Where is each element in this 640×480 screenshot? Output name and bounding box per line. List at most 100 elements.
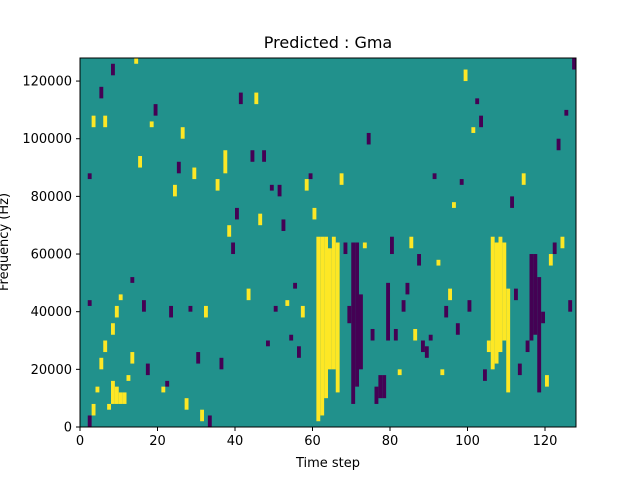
heatmap-cell-46 <box>235 207 239 220</box>
heatmap-cell-70 <box>331 236 336 370</box>
heatmap-cell-27 <box>153 104 158 116</box>
heatmap-cell-80 <box>370 328 375 341</box>
heatmap-cell-79 <box>366 132 371 145</box>
heatmap-cell-18 <box>99 86 104 99</box>
heatmap-cell-81 <box>374 386 379 404</box>
heatmap-cell-61 <box>297 346 301 358</box>
heatmap-cell-132 <box>572 58 577 70</box>
heatmap-cell-13 <box>114 305 119 318</box>
heatmap-cell-126 <box>548 254 553 266</box>
heatmap-cell-94 <box>424 346 429 358</box>
heatmap-cell-93 <box>421 340 425 353</box>
heatmap-cell-130 <box>564 109 569 116</box>
heatmap-cell-23 <box>138 156 143 168</box>
heatmap-cell-115 <box>506 288 511 393</box>
heatmap-cell-117 <box>514 288 518 301</box>
x-axis: 0 20 40 60 80 100 120 <box>76 427 558 449</box>
heatmap-cell-64 <box>308 173 313 180</box>
heatmap-cell-87 <box>397 369 402 376</box>
heatmap-cell-90 <box>409 236 414 249</box>
heatmap-cell-72 <box>339 173 344 185</box>
heatmap-cell-83 <box>382 375 387 399</box>
heatmap-cell-29 <box>165 380 170 387</box>
heatmap-cell-131 <box>568 300 573 312</box>
heatmap-cell-9 <box>122 392 127 404</box>
heatmap-cell-107 <box>475 98 480 105</box>
heatmap-cell-111 <box>490 236 495 370</box>
heatmap-cell-50 <box>254 92 259 105</box>
y-tick-label-0: 0 <box>64 421 72 436</box>
x-tick-label-120: 120 <box>533 434 558 449</box>
heatmap-cell-118 <box>517 363 522 376</box>
heatmap-cell-51 <box>258 213 263 226</box>
heatmap-cell-112 <box>494 242 499 364</box>
heatmap-cell-104 <box>463 69 468 82</box>
heatmap-cell-110 <box>486 340 491 353</box>
heatmap-cell-124 <box>541 311 546 324</box>
heatmap-cell-71 <box>335 242 340 393</box>
x-tick-label-60: 60 <box>304 434 321 449</box>
heatmap-cell-66 <box>316 236 321 422</box>
heatmap-cell-129 <box>560 236 565 249</box>
heatmap-cell-54 <box>269 184 274 191</box>
heatmap-cell-103 <box>459 179 464 185</box>
heatmap-cell-101 <box>452 202 456 208</box>
heatmap-cell-89 <box>405 282 410 295</box>
heatmap-cell-15 <box>87 300 92 306</box>
heatmap-cell-34 <box>184 398 189 410</box>
heatmap-cell-86 <box>393 328 398 341</box>
heatmap-cell-8 <box>118 392 123 404</box>
heatmap-cell-57 <box>281 219 286 231</box>
heatmap-cell-98 <box>440 369 445 376</box>
heatmap-cell-44 <box>227 225 232 237</box>
heatmap-cell-120 <box>525 340 530 353</box>
heatmap-cells <box>87 58 577 427</box>
heatmap-cell-2 <box>95 386 100 393</box>
heatmap-cell-14 <box>118 294 123 301</box>
heatmap-cell-35 <box>188 305 193 312</box>
heatmap-cell-97 <box>436 259 441 266</box>
heatmap-cell-33 <box>180 127 185 139</box>
heatmap-cell-53 <box>266 340 270 347</box>
y-tick-label-40000: 40000 <box>31 305 72 320</box>
heatmap-cell-125 <box>545 375 549 387</box>
x-axis-label: Time step <box>295 456 360 471</box>
heatmap-cell-62 <box>300 305 305 318</box>
x-tick-label-0: 0 <box>76 434 84 449</box>
heatmap-cell-122 <box>533 254 538 335</box>
heatmap-cell-55 <box>273 305 278 312</box>
heatmap-cell-36 <box>192 167 197 180</box>
heatmap-cell-74 <box>347 305 352 324</box>
heatmap-cell-38 <box>200 409 205 422</box>
y-tick-label-100000: 100000 <box>22 132 72 147</box>
plot-area <box>80 58 577 427</box>
heatmap-cell-24 <box>142 300 146 312</box>
heatmap-cell-12 <box>111 323 115 335</box>
y-axis-label: Frequency (Hz) <box>0 193 12 291</box>
heatmap-cell-60 <box>293 282 298 289</box>
heatmap-cell-128 <box>556 138 561 151</box>
heatmap-cell-96 <box>432 173 437 180</box>
heatmap-cell-47 <box>238 92 243 105</box>
heatmap-cell-1 <box>91 403 96 416</box>
heatmap-cell-85 <box>390 236 394 255</box>
heatmap-cell-22 <box>134 58 139 64</box>
x-tick-label-100: 100 <box>455 434 480 449</box>
heatmap-cell-84 <box>386 282 391 341</box>
heatmap-cell-127 <box>552 242 557 255</box>
heatmap-cell-4 <box>103 340 108 353</box>
heatmap-cell-91 <box>413 328 418 341</box>
heatmap-cell-30 <box>169 305 174 318</box>
heatmap-cell-88 <box>401 300 406 312</box>
heatmap-cell-42 <box>219 357 224 370</box>
heatmap-cell-25 <box>145 363 150 376</box>
heatmap-cell-41 <box>215 179 220 191</box>
heatmap-cell-40 <box>207 415 212 427</box>
heatmap-cell-10 <box>126 375 131 381</box>
heatmap-cell-19 <box>111 63 115 76</box>
x-tick-label-40: 40 <box>227 434 244 449</box>
y-tick-label-120000: 120000 <box>22 75 72 90</box>
heatmap-cell-5 <box>107 403 112 410</box>
heatmap-cell-31 <box>173 184 177 197</box>
